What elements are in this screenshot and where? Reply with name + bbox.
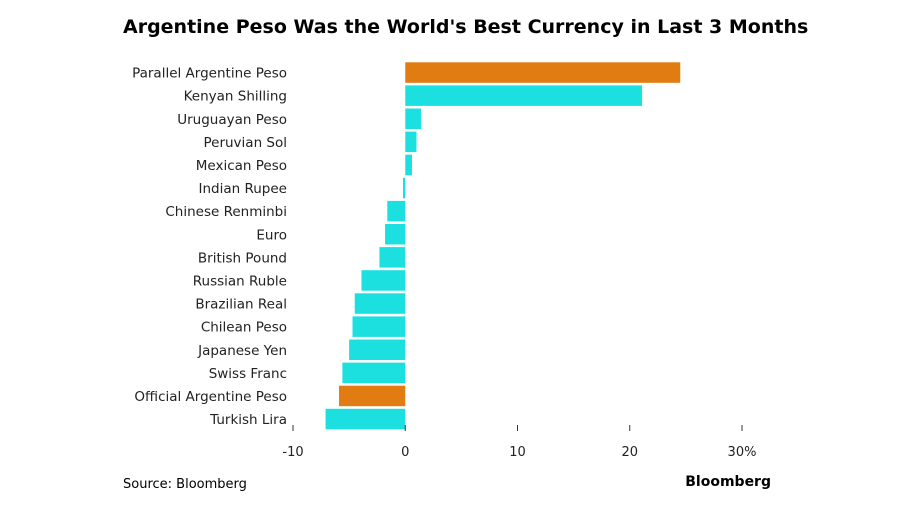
category-label: Swiss Franc [209, 366, 287, 382]
category-label: Chinese Renminbi [165, 204, 287, 220]
category-label: Euro [256, 227, 287, 243]
category-label: Official Argentine Peso [134, 389, 287, 405]
category-label: Russian Ruble [193, 273, 287, 289]
category-label: Peruvian Sol [203, 135, 287, 151]
category-label: Turkish Lira [209, 412, 287, 428]
bar-4 [405, 154, 412, 176]
source-note: Source: Bloomberg [123, 477, 247, 492]
bar-1 [405, 85, 643, 106]
bar-15 [325, 408, 406, 430]
bar-6 [387, 200, 406, 222]
bar-3 [405, 131, 417, 153]
bar-10 [354, 293, 406, 314]
bar-7 [385, 224, 406, 245]
bar-5 [403, 177, 406, 199]
category-label: Uruguayan Peso [177, 112, 287, 128]
x-tick-label: 10 [509, 445, 526, 460]
category-label: Kenyan Shilling [184, 89, 287, 105]
x-tick-label: 20 [621, 445, 638, 460]
category-label: Indian Rupee [199, 181, 288, 197]
x-tick-label: 0 [401, 445, 409, 460]
bar-2 [405, 108, 421, 129]
bar-0 [405, 62, 681, 83]
x-tick-label: -10 [282, 445, 303, 460]
chart-title: Argentine Peso Was the World's Best Curr… [123, 16, 809, 38]
bar-12 [349, 339, 406, 360]
bar-11 [352, 316, 406, 337]
bar-8 [379, 247, 406, 268]
category-label: Chilean Peso [201, 320, 287, 336]
bar-9 [361, 270, 406, 291]
category-label: Parallel Argentine Peso [132, 66, 287, 82]
brand-logo: Bloomberg [685, 474, 771, 490]
category-label: Japanese Yen [197, 343, 287, 359]
category-label: Brazilian Real [195, 297, 287, 313]
category-label: British Pound [198, 250, 287, 266]
bar-13 [342, 362, 406, 384]
category-label: Mexican Peso [196, 158, 287, 174]
bar-14 [339, 385, 406, 407]
x-tick-label: 30% [728, 445, 757, 460]
